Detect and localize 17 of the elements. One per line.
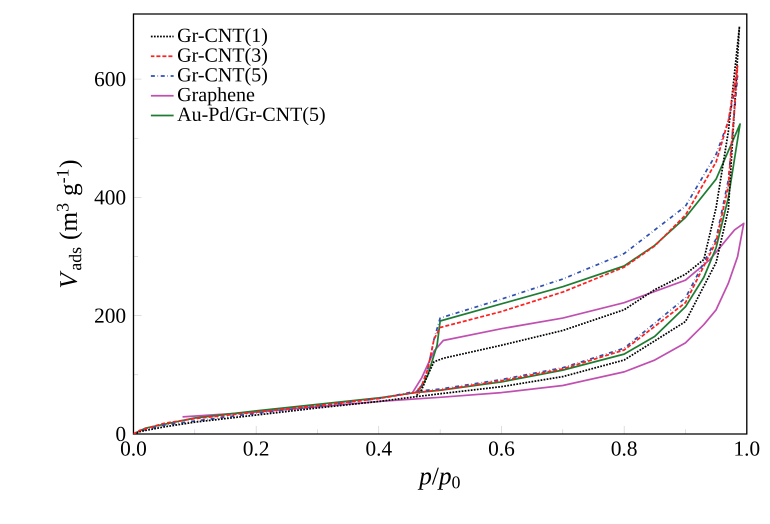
x-tick-label: 1.0 bbox=[735, 441, 760, 456]
legend-label: Gr-CNT(1) bbox=[178, 28, 267, 46]
y-tick-label: 400 bbox=[94, 190, 126, 205]
y-tick-label: 600 bbox=[95, 72, 126, 86]
x-tick-label: 0.8 bbox=[612, 441, 637, 456]
y-tick-label: 200 bbox=[95, 308, 126, 323]
x-axis-title: p/p$_{0}$ bbox=[418, 468, 460, 490]
legend-label: Au-Pd/Gr-CNT(5) bbox=[177, 106, 325, 126]
y-tick-label: 0 bbox=[116, 426, 126, 442]
x-tick-label: 0.6 bbox=[488, 441, 514, 456]
legend-label: Gr-CNT(5) bbox=[178, 68, 267, 86]
x-tick-label: 0.4 bbox=[366, 441, 392, 456]
legend-label: Gr-CNT(3) bbox=[178, 48, 267, 66]
x-tick-label: 0.2 bbox=[244, 441, 268, 456]
x-tick-label: 0.0 bbox=[120, 441, 146, 456]
y-axis-title: V$_{ads}$ (m$^{3}$ g$^{-1}$) bbox=[56, 160, 82, 288]
legend-label: Graphene bbox=[178, 87, 254, 106]
